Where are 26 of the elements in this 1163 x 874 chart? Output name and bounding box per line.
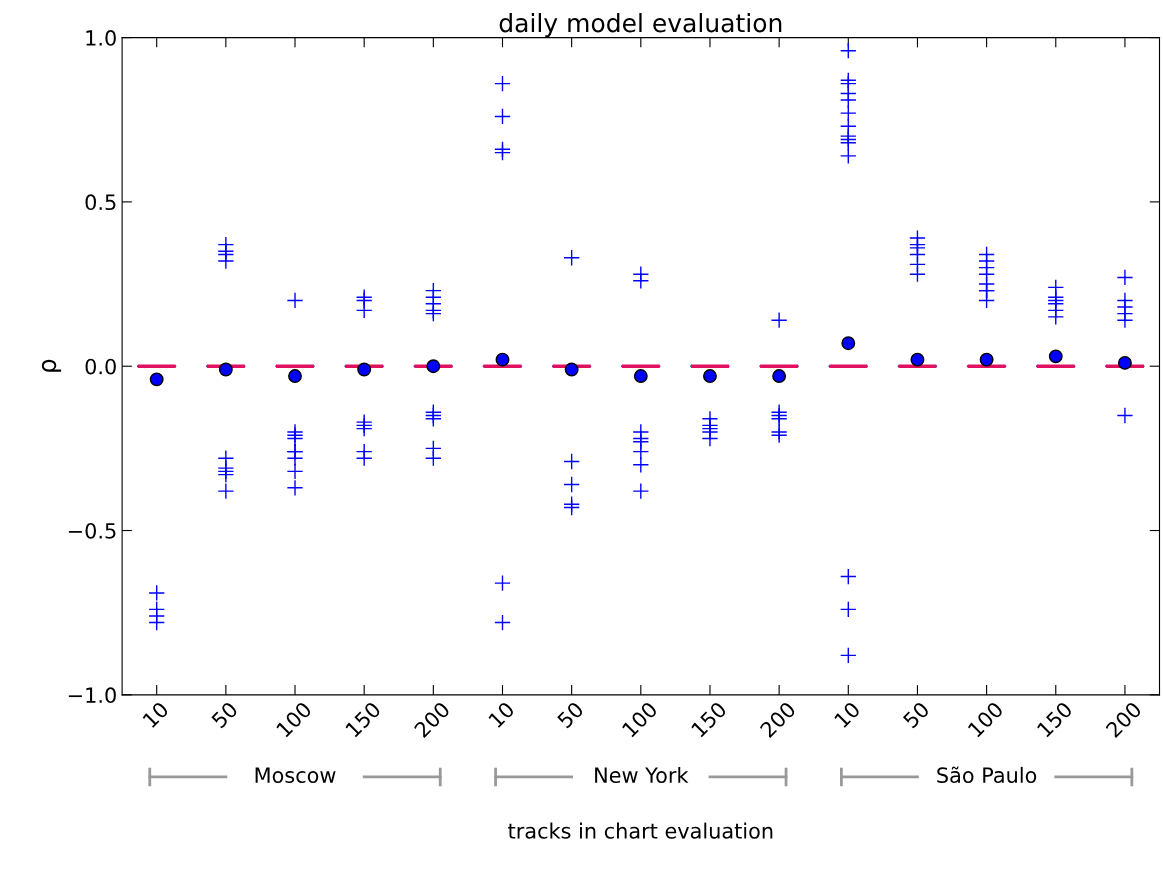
text: New York	[595, 766, 689, 784]
x-tick-label: 100	[621, 700, 659, 738]
x-tick-label: 100	[275, 700, 313, 738]
x-tick-label: 150	[690, 700, 728, 738]
x-axis-title: tracks in chart evaluation	[508, 822, 773, 839]
text: São Paulo	[937, 766, 1037, 784]
x-tick-label: 50	[210, 700, 239, 729]
y-tick-label: −0.5	[68, 522, 116, 539]
x-tick-label: 200	[759, 700, 797, 739]
x-tick-label: 150	[1036, 700, 1074, 738]
x-tick-label: 50	[902, 700, 931, 729]
y-tick-label: 0.5	[85, 194, 116, 211]
x-tick-label: 200	[413, 700, 451, 739]
y-tick-label: 0.0	[85, 358, 116, 375]
x-tick-label: 10	[142, 700, 170, 729]
chart-title: daily model evaluation	[499, 13, 782, 38]
x-tick-label: 150	[344, 700, 382, 738]
x-tick-label: 10	[833, 700, 861, 729]
y-axis-title: ρ	[41, 359, 62, 372]
x-tick-label: 50	[556, 700, 585, 729]
y-tick-label: 1.0	[86, 30, 116, 46]
x-tick-label: 200	[1105, 700, 1143, 739]
text: Moscow	[255, 767, 336, 784]
x-tick-label: 100	[967, 700, 1004, 738]
y-tick-label: −1.0	[68, 687, 116, 704]
x-tick-label: 10	[487, 700, 516, 729]
